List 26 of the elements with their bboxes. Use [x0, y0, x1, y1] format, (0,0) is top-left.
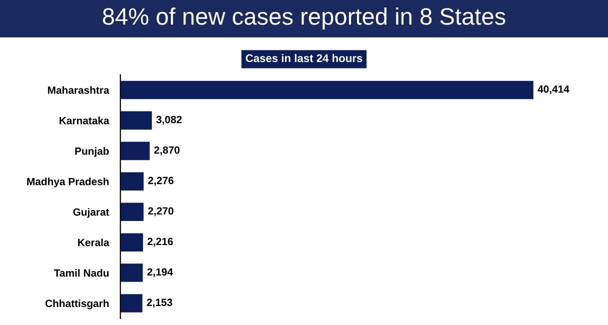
bar	[120, 202, 144, 221]
y-tick-label: Chhattisgarh	[45, 299, 109, 310]
y-tick-label: Kerala	[78, 238, 110, 246]
bar	[120, 264, 143, 282]
bar	[120, 233, 144, 252]
data-label: 2,216	[148, 238, 173, 247]
bar	[120, 111, 152, 130]
y-tick-label: Madhya Pradesh	[27, 178, 109, 188]
data-label: 40,414	[538, 85, 570, 94]
chart-subtitle: Cases in last 24 hours	[246, 54, 362, 62]
data-label: 2,870	[154, 146, 180, 156]
y-tick-label: Punjab	[75, 147, 109, 157]
data-label: 2,194	[147, 268, 173, 278]
chart-title: 84% of new cases reported in 8 States	[102, 8, 506, 30]
data-label: 2,270	[148, 207, 174, 216]
y-tick-label: Maharashtra	[48, 86, 110, 94]
bar	[120, 294, 142, 312]
bar	[120, 80, 534, 100]
bar	[120, 142, 150, 160]
y-tick-label: Karnataka	[60, 116, 110, 124]
data-label: 2,153	[146, 298, 172, 308]
y-tick-label: Gujarat	[73, 208, 110, 218]
bar	[120, 172, 144, 191]
data-label: 3,082	[156, 116, 182, 125]
data-label: 2,276	[148, 176, 174, 186]
y-tick-label: Tamil Nadu	[54, 269, 109, 277]
